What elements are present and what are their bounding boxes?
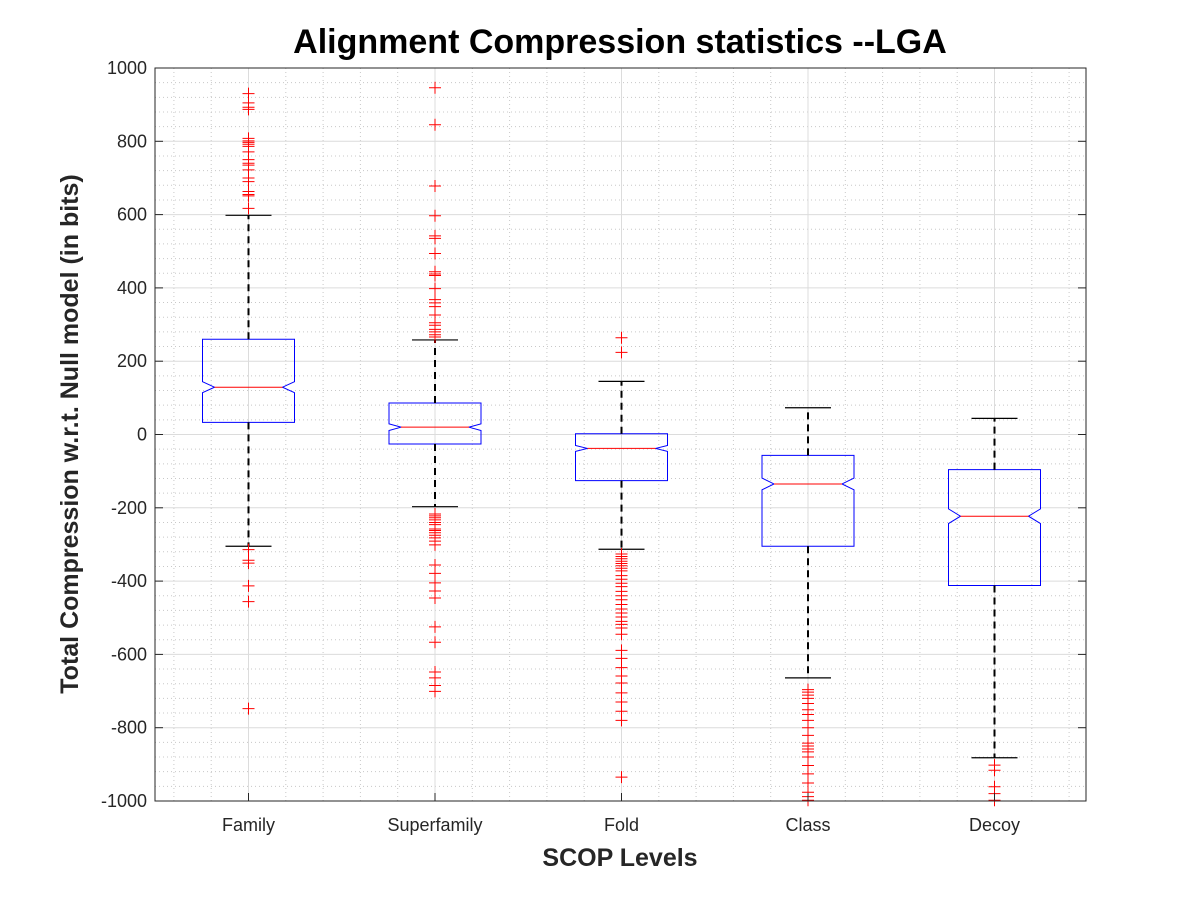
outlier-point [429, 209, 441, 222]
outlier-point [242, 189, 255, 202]
box-body [948, 469, 1041, 586]
x-tick-label: Family [222, 815, 275, 835]
axes-frame [154, 67, 1087, 802]
outlier-point [429, 331, 441, 344]
outlier-point [429, 180, 441, 193]
outlier-point [242, 543, 255, 556]
outlier-point [242, 595, 255, 608]
outlier-point [429, 232, 441, 245]
box-family [202, 87, 295, 715]
x-tick-label: Decoy [969, 815, 1020, 835]
outlier-point [429, 620, 441, 633]
y-tick-label: 800 [117, 131, 147, 151]
outlier-point [615, 628, 628, 641]
y-tick-label: 600 [117, 205, 147, 225]
box-fold [575, 331, 668, 784]
chart-title: Alignment Compression statistics --LGA [293, 23, 947, 61]
outlier-point [615, 331, 628, 344]
x-tick-label: Class [785, 815, 830, 835]
box-body [202, 338, 295, 423]
outlier-point [429, 282, 441, 295]
outlier-point [429, 591, 441, 604]
outlier-point [429, 118, 441, 131]
box-body [761, 454, 855, 547]
outlier-point [242, 202, 255, 215]
y-tick-label: -800 [111, 718, 147, 738]
y-tick-label: -400 [111, 571, 147, 591]
outlier-point [429, 636, 441, 649]
x-tick-label: Superfamily [387, 815, 482, 835]
y-tick-label: -200 [111, 498, 147, 518]
y-tick-label: 1000 [107, 58, 147, 78]
y-tick-label: 400 [117, 278, 147, 298]
axes: 1000 800 600 400 200 0 -200 -400 -600 -800 -1000 Fa… [101, 58, 1087, 835]
outlier-point [429, 81, 441, 94]
y-tick-label: 0 [137, 425, 147, 445]
outlier-point [242, 702, 255, 715]
outlier-point [429, 538, 441, 551]
x-tick-label: Fold [604, 815, 639, 835]
outlier-point [242, 557, 255, 570]
box-body [388, 402, 482, 445]
box-class [761, 407, 855, 807]
x-axis-label: SCOP Levels [542, 844, 697, 872]
y-axis-label: Total Compression w.r.t. Null model (in … [56, 174, 84, 693]
outlier-point [242, 103, 255, 116]
outlier-point [242, 579, 255, 592]
outlier-point [988, 764, 1001, 777]
outlier-point [429, 247, 441, 260]
box-body [575, 433, 668, 482]
box-decoy [948, 417, 1041, 807]
y-tick-label: 200 [117, 351, 147, 371]
box-superfamily [388, 81, 482, 698]
outlier-point [429, 269, 441, 282]
outlier-point [615, 346, 628, 359]
outlier-point [429, 685, 441, 698]
plot-area [202, 81, 1041, 807]
y-tick-label: -1000 [101, 791, 147, 811]
y-tick-label: -600 [111, 644, 147, 664]
outlier-point [615, 771, 628, 784]
outlier-point [615, 714, 628, 727]
